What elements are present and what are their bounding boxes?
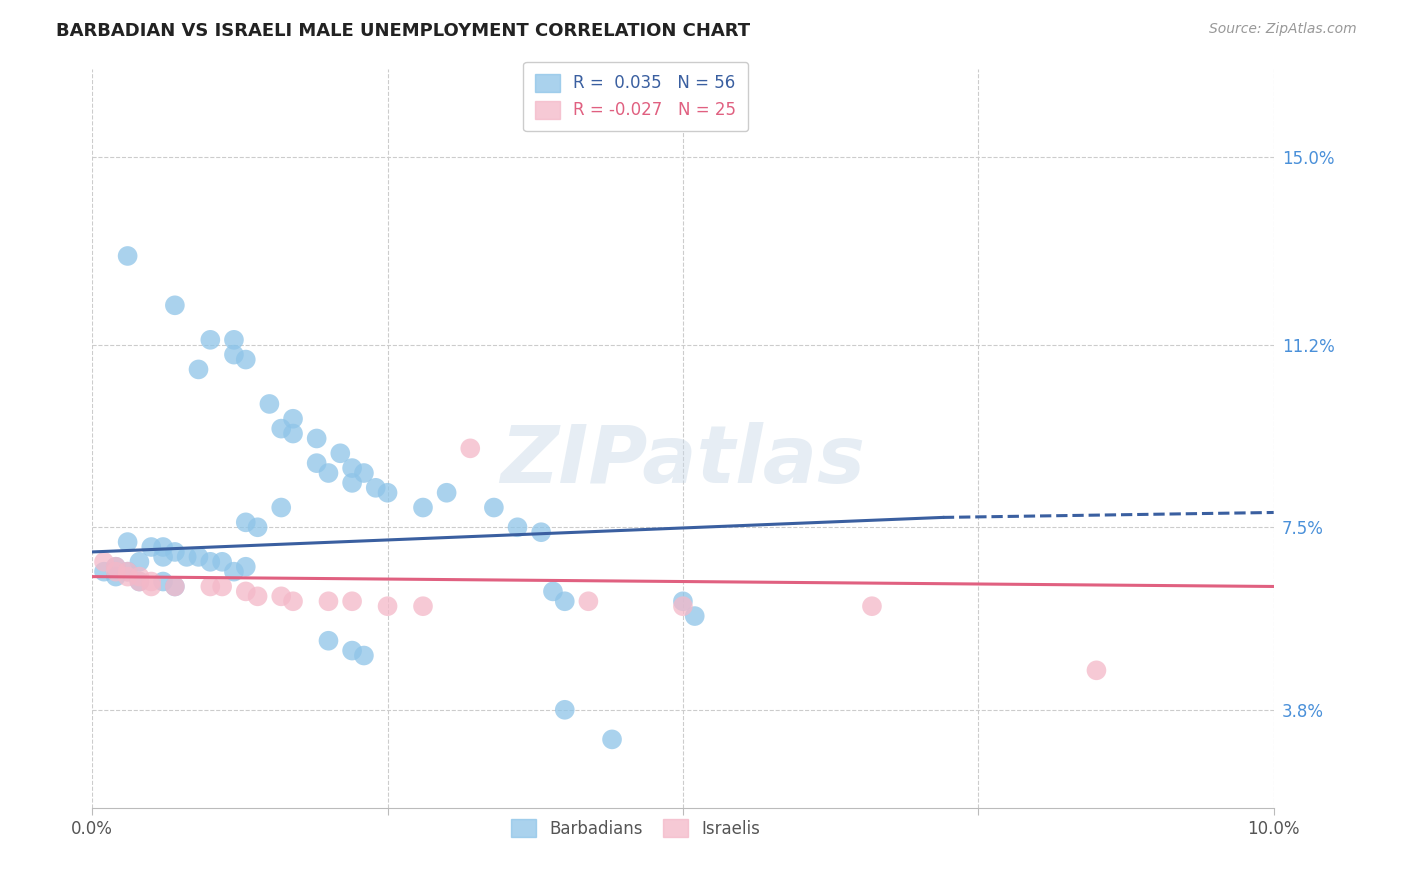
Point [458, 442, 481, 456]
Point [436, 485, 458, 500]
Point [152, 574, 174, 589]
Point [211, 555, 233, 569]
Point [683, 609, 706, 624]
Point [554, 594, 576, 608]
Point [152, 549, 174, 564]
Point [329, 446, 352, 460]
Point [163, 579, 186, 593]
Point [246, 520, 269, 534]
Point [141, 574, 163, 589]
Point [235, 559, 257, 574]
Point [104, 559, 127, 574]
Text: ZIPatlas: ZIPatlas [501, 422, 866, 500]
Point [554, 703, 576, 717]
Point [222, 333, 245, 347]
Legend: Barbadians, Israelis: Barbadians, Israelis [505, 813, 766, 845]
Point [176, 549, 198, 564]
Point [281, 411, 304, 425]
Point [340, 594, 363, 608]
Point [93, 565, 115, 579]
Point [128, 555, 150, 569]
Point [482, 500, 505, 515]
Point [530, 525, 553, 540]
Point [259, 397, 281, 411]
Point [576, 594, 599, 608]
Point [117, 565, 139, 579]
Point [128, 569, 150, 583]
Point [600, 732, 623, 747]
Point [353, 648, 375, 663]
Point [672, 599, 695, 614]
Point [211, 579, 233, 593]
Point [104, 565, 127, 579]
Point [222, 565, 245, 579]
Point [270, 422, 292, 436]
Point [377, 485, 399, 500]
Point [163, 579, 186, 593]
Point [222, 348, 245, 362]
Point [305, 432, 328, 446]
Point [270, 590, 292, 604]
Point [128, 574, 150, 589]
Point [412, 500, 434, 515]
Point [235, 584, 257, 599]
Point [506, 520, 529, 534]
Point [200, 579, 222, 593]
Point [93, 555, 115, 569]
Text: Source: ZipAtlas.com: Source: ZipAtlas.com [1209, 22, 1357, 37]
Point [541, 584, 564, 599]
Point [377, 599, 399, 614]
Point [340, 475, 363, 490]
Point [141, 540, 163, 554]
Point [281, 594, 304, 608]
Point [281, 426, 304, 441]
Point [104, 569, 127, 583]
Point [187, 549, 209, 564]
Point [104, 559, 127, 574]
Point [117, 565, 139, 579]
Point [200, 555, 222, 569]
Point [340, 461, 363, 475]
Point [860, 599, 883, 614]
Point [318, 594, 340, 608]
Point [305, 456, 328, 470]
Point [318, 633, 340, 648]
Point [117, 535, 139, 549]
Point [672, 594, 695, 608]
Point [152, 540, 174, 554]
Point [163, 298, 186, 312]
Point [246, 590, 269, 604]
Point [128, 574, 150, 589]
Point [318, 466, 340, 480]
Point [117, 249, 139, 263]
Point [163, 545, 186, 559]
Point [235, 516, 257, 530]
Text: BARBADIAN VS ISRAELI MALE UNEMPLOYMENT CORRELATION CHART: BARBADIAN VS ISRAELI MALE UNEMPLOYMENT C… [56, 22, 751, 40]
Point [1085, 663, 1108, 677]
Point [353, 466, 375, 480]
Point [340, 643, 363, 657]
Point [235, 352, 257, 367]
Point [117, 569, 139, 583]
Point [200, 333, 222, 347]
Point [364, 481, 387, 495]
Point [187, 362, 209, 376]
Point [141, 579, 163, 593]
Point [412, 599, 434, 614]
Point [270, 500, 292, 515]
